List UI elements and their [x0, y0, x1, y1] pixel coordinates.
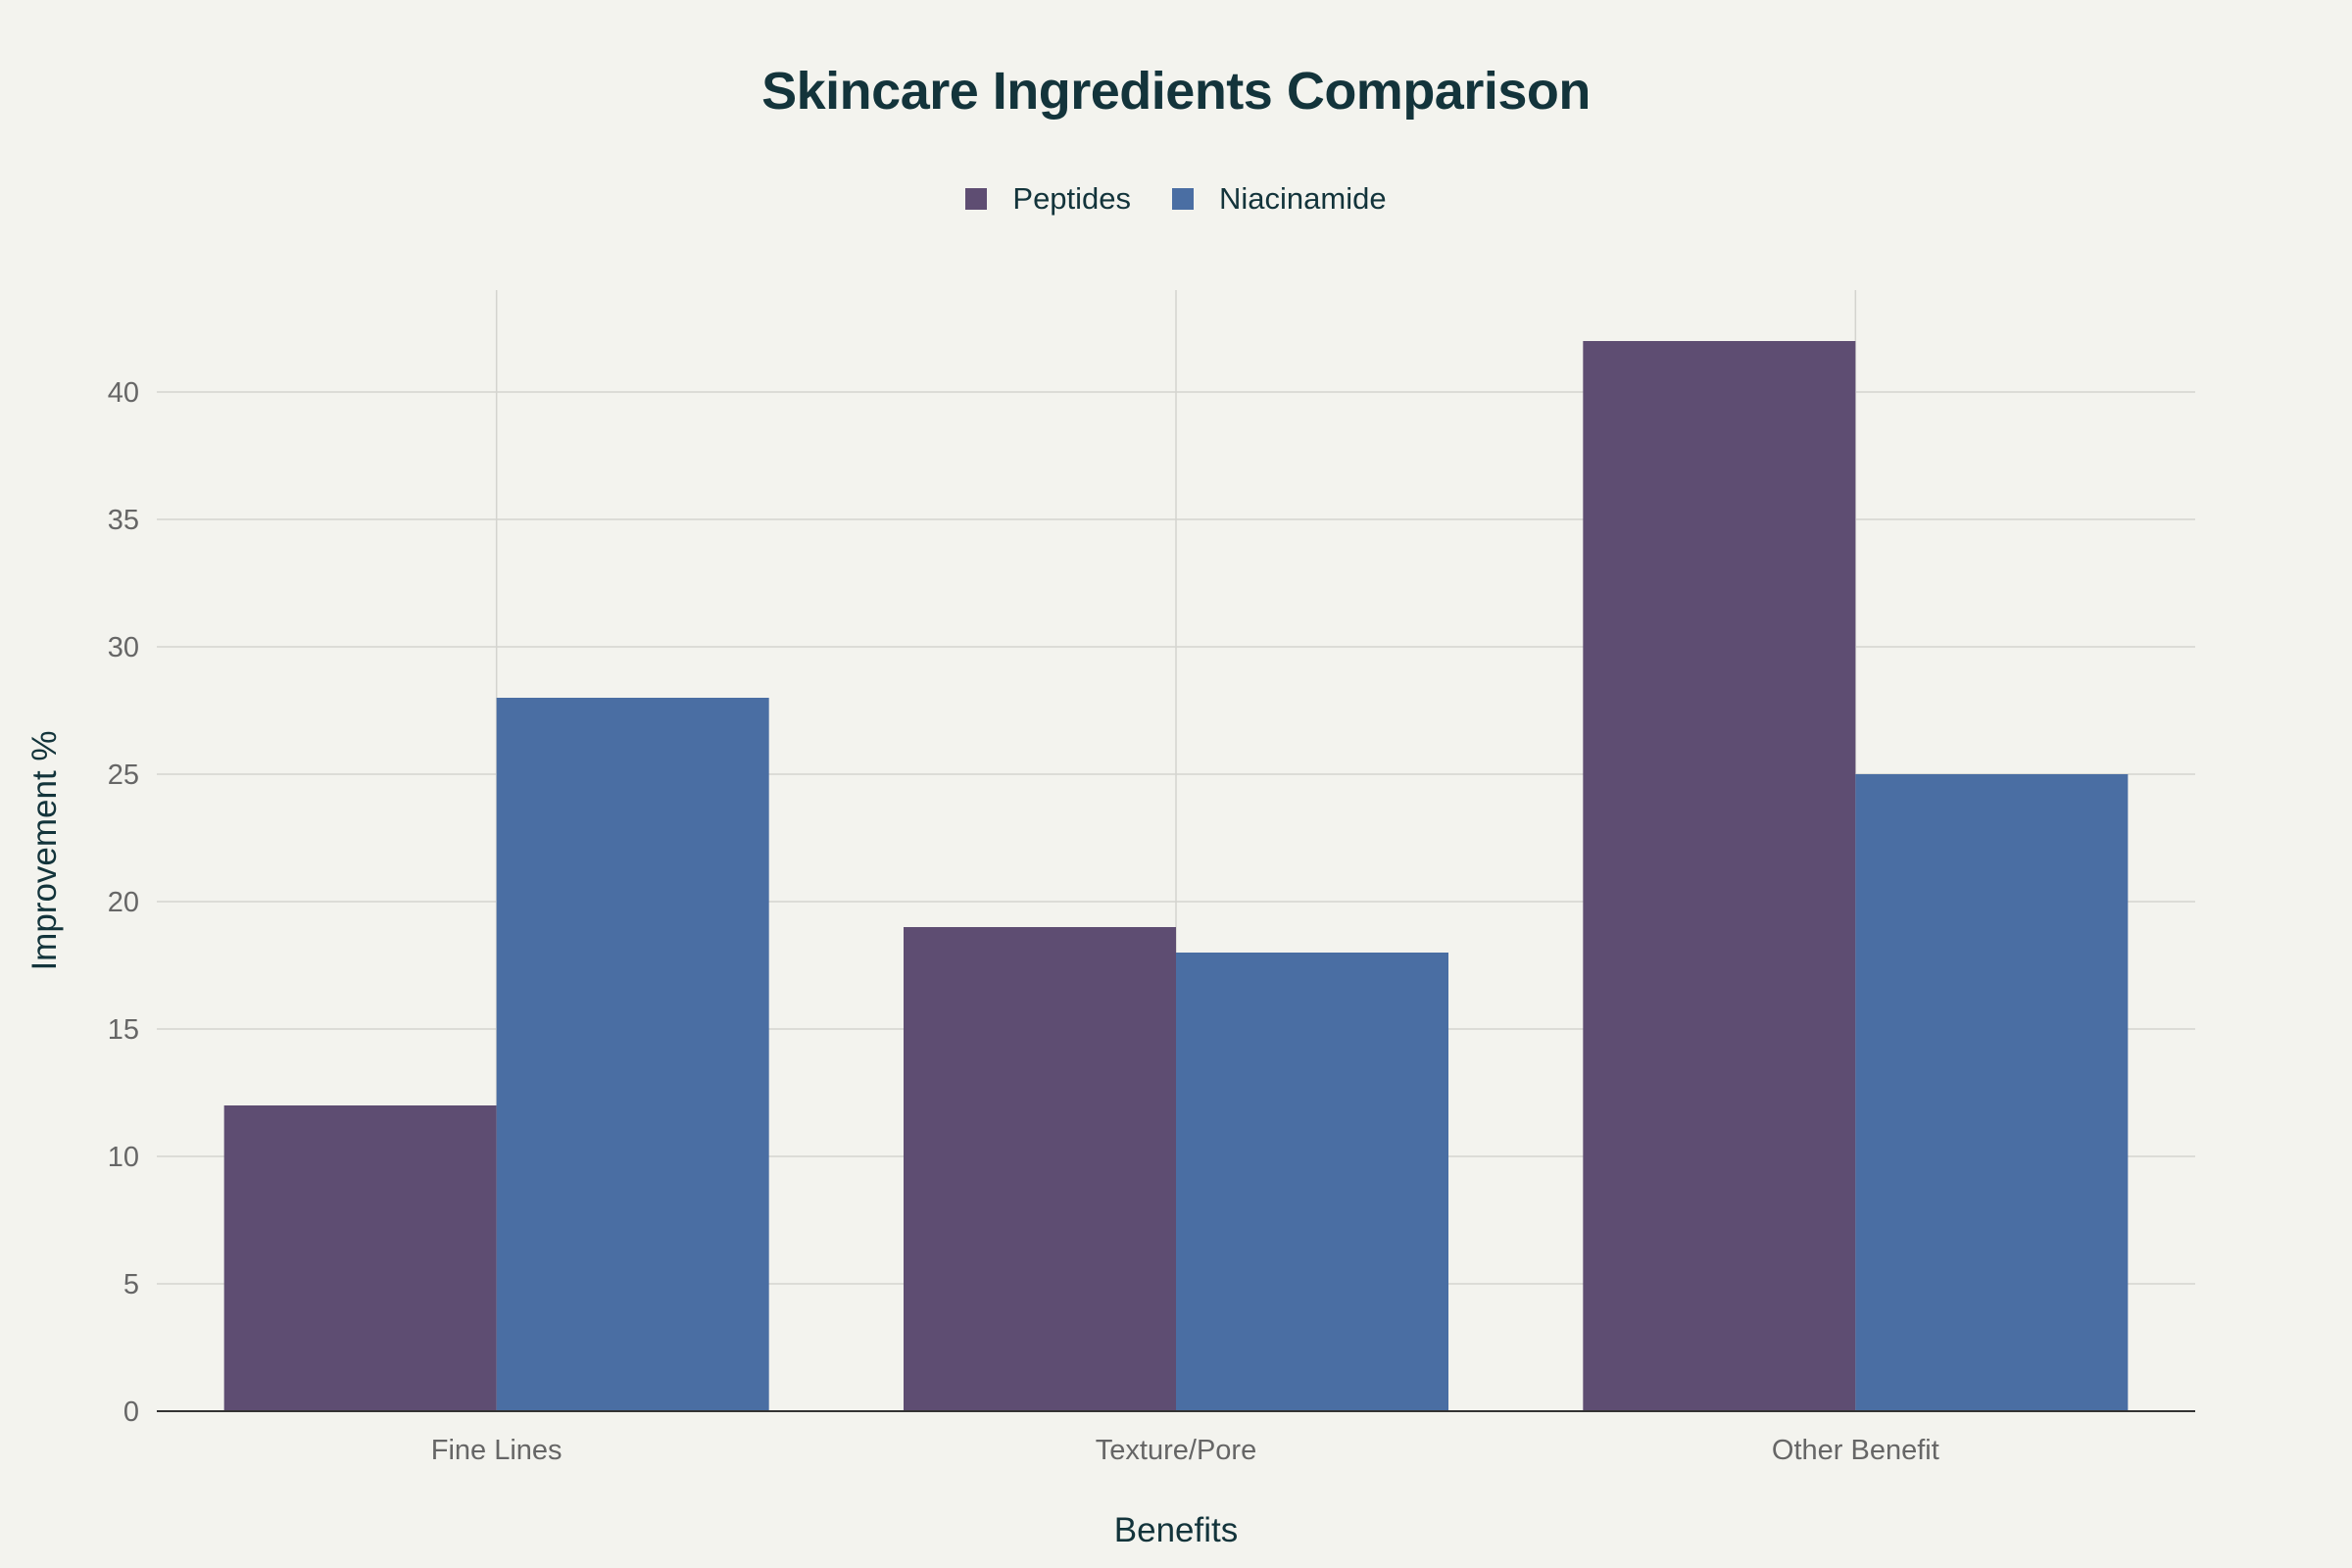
bar-niacinamide-0	[496, 698, 769, 1411]
y-tick-label: 30	[108, 632, 139, 663]
y-tick-label: 10	[108, 1142, 139, 1173]
y-tick-label: 35	[108, 505, 139, 536]
x-tick-label: Texture/Pore	[1096, 1435, 1256, 1466]
legend-label-niacinamide: Niacinamide	[1219, 181, 1387, 216]
y-tick-label: 40	[108, 377, 139, 409]
bar-peptides-0	[223, 1105, 497, 1411]
x-tick-label: Other Benefit	[1772, 1435, 1939, 1466]
bar-niacinamide-1	[1176, 953, 1448, 1411]
x-tick-label: Fine Lines	[431, 1435, 563, 1466]
chart-title: Skincare Ingredients Comparison	[761, 62, 1591, 121]
bar-peptides-2	[1583, 341, 1856, 1411]
y-tick-label: 15	[108, 1014, 139, 1046]
legend-swatch-niacinamide	[1172, 188, 1195, 210]
y-tick-label: 25	[108, 760, 139, 791]
y-axis-title: Improvement %	[25, 730, 64, 970]
chart-legend: Peptides Niacinamide	[0, 181, 2352, 217]
legend-swatch-peptides	[965, 188, 988, 210]
y-tick-label: 20	[108, 887, 139, 918]
x-axis-title: Benefits	[1114, 1511, 1238, 1549]
legend-item-peptides[interactable]: Peptides	[965, 181, 1131, 217]
bar-niacinamide-2	[1855, 774, 2129, 1411]
legend-item-niacinamide[interactable]: Niacinamide	[1172, 181, 1387, 217]
bar-peptides-1	[904, 927, 1176, 1411]
y-tick-label: 5	[123, 1269, 139, 1300]
y-tick-label: 0	[123, 1396, 139, 1428]
legend-label-peptides: Peptides	[1012, 181, 1132, 216]
